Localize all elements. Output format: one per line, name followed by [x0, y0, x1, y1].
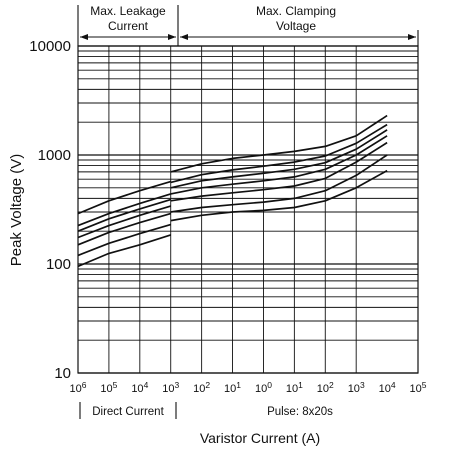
- curve-5-segment-1: [77, 212, 171, 246]
- y-tick-label: 10: [54, 365, 71, 382]
- curve-4-segment-1: [77, 205, 171, 239]
- x-tick-label: 105: [410, 380, 427, 395]
- top-left-label-line1: Max. Leakage: [90, 4, 166, 18]
- curve-7-segment-1: [77, 234, 171, 268]
- x-tick-label: 105: [100, 380, 117, 395]
- curve-7-segment-2: [170, 169, 388, 222]
- x-ticks: 106 105 104 103 102 101 100 101 102 103 104 105: [70, 380, 427, 395]
- x-tick-label: 104: [131, 380, 148, 395]
- x-tick-label: 100: [255, 380, 272, 395]
- x-tick-label: 101: [224, 380, 241, 395]
- curves: [77, 114, 388, 268]
- y-tick-label: 1000: [38, 147, 71, 164]
- clamping-arrow-left-head: [180, 34, 188, 40]
- curve-6-segment-2: [170, 154, 388, 213]
- curve-1-segment-2: [170, 114, 388, 173]
- y-tick-label: 10000: [29, 38, 71, 55]
- curve-1-segment-1: [77, 180, 171, 215]
- curve-6-segment-1: [77, 223, 171, 257]
- curve-5-segment-2: [170, 141, 388, 202]
- x-tick-label: 101: [286, 380, 303, 395]
- x-tick-label: 103: [348, 380, 365, 395]
- grid: [77, 45, 418, 374]
- y-ticks: 10 100 1000 10000: [29, 38, 71, 382]
- curve-3-segment-1: [77, 198, 171, 232]
- x-tick-label: 103: [162, 380, 179, 395]
- top-right-label-line1: Max. Clamping: [256, 4, 336, 18]
- curve-2-segment-1: [77, 193, 171, 227]
- curve-2-segment-2: [170, 123, 388, 184]
- x-tick-label: 106: [70, 380, 87, 395]
- curve-3-segment-2: [170, 129, 388, 189]
- clamping-arrow-right-head: [408, 34, 416, 40]
- direct-current-label: Direct Current: [92, 406, 164, 418]
- x-tick-label: 104: [379, 380, 396, 395]
- leakage-arrow-left-head: [80, 34, 88, 40]
- y-axis-title: Peak Voltage (V): [8, 154, 25, 267]
- curve-4-segment-2: [170, 135, 388, 195]
- leakage-arrow-right-head: [168, 34, 176, 40]
- x-tick-label: 102: [317, 380, 334, 395]
- pulse-label: Pulse: 8x20s: [267, 406, 333, 418]
- plot-frame: [77, 45, 419, 374]
- top-left-label-line2: Current: [108, 19, 149, 33]
- x-tick-label: 102: [193, 380, 210, 395]
- top-right-label-line2: Voltage: [276, 19, 316, 33]
- y-tick-label: 100: [46, 256, 71, 273]
- region-arrows: [77, 5, 419, 46]
- x-axis-title: Varistor Current (A): [200, 430, 320, 446]
